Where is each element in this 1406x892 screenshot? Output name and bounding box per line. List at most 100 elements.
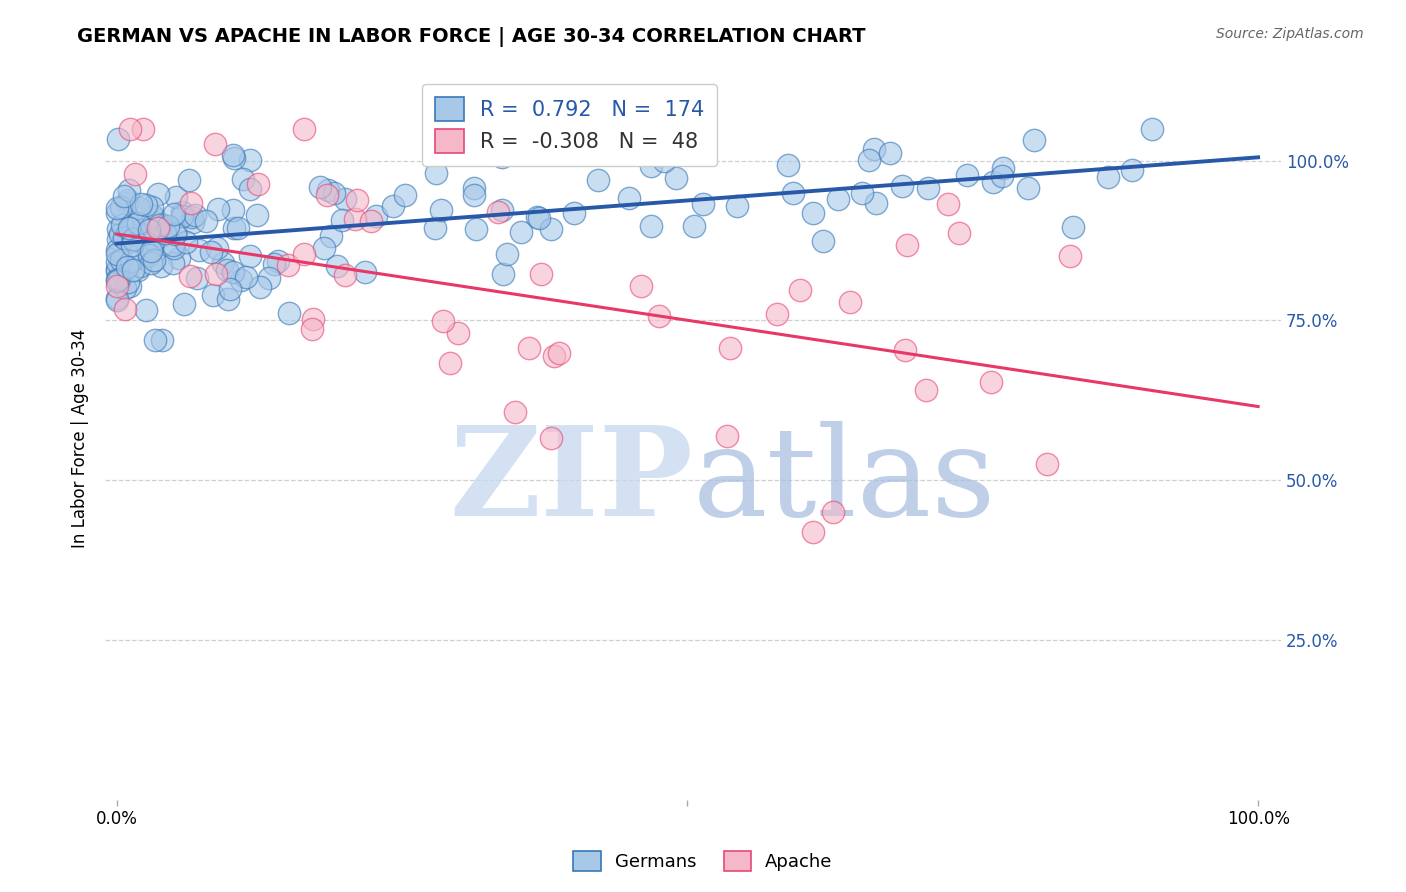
Point bbox=[142, 210, 165, 224]
Point bbox=[107, 262, 129, 277]
Point bbox=[277, 306, 299, 320]
Point bbox=[105, 243, 128, 257]
Point bbox=[335, 268, 357, 282]
Point bbox=[105, 263, 128, 277]
Point bbox=[246, 177, 269, 191]
Point bbox=[207, 202, 229, 216]
Point bbox=[277, 258, 299, 272]
Point bbox=[138, 223, 160, 237]
Point bbox=[205, 267, 228, 281]
Legend: Germans, Apache: Germans, Apache bbox=[567, 844, 839, 879]
Point bbox=[218, 282, 240, 296]
Point bbox=[640, 219, 662, 233]
Point bbox=[118, 220, 141, 235]
Point bbox=[153, 226, 176, 240]
Point bbox=[993, 161, 1015, 176]
Point bbox=[540, 221, 562, 235]
Point bbox=[865, 196, 887, 211]
Point bbox=[778, 158, 800, 172]
Point bbox=[105, 291, 128, 305]
Point bbox=[562, 206, 585, 220]
Point bbox=[302, 312, 325, 326]
Point bbox=[430, 203, 453, 218]
Point bbox=[107, 222, 129, 236]
Point bbox=[105, 293, 128, 307]
Point bbox=[896, 237, 918, 252]
Point bbox=[259, 271, 281, 285]
Point bbox=[263, 257, 285, 271]
Point bbox=[122, 262, 145, 277]
Point bbox=[132, 121, 155, 136]
Point bbox=[991, 169, 1014, 183]
Point bbox=[527, 211, 550, 226]
Point bbox=[139, 256, 162, 270]
Text: GERMAN VS APACHE IN LABOR FORCE | AGE 30-34 CORRELATION CHART: GERMAN VS APACHE IN LABOR FORCE | AGE 30… bbox=[77, 27, 866, 46]
Point bbox=[105, 246, 128, 260]
Point bbox=[664, 170, 686, 185]
Point bbox=[863, 142, 886, 156]
Point bbox=[1062, 220, 1084, 235]
Point bbox=[1036, 457, 1059, 471]
Point bbox=[321, 229, 343, 244]
Point bbox=[122, 235, 145, 249]
Point bbox=[239, 182, 262, 196]
Point bbox=[716, 428, 738, 442]
Point bbox=[149, 260, 172, 274]
Point bbox=[111, 218, 134, 232]
Point bbox=[360, 213, 382, 227]
Point bbox=[983, 175, 1005, 189]
Point bbox=[586, 173, 609, 187]
Point bbox=[105, 255, 128, 269]
Point bbox=[217, 293, 239, 307]
Point bbox=[108, 245, 131, 260]
Point bbox=[143, 233, 166, 247]
Point bbox=[630, 279, 652, 293]
Point bbox=[222, 151, 245, 165]
Point bbox=[165, 227, 187, 241]
Point bbox=[135, 198, 157, 212]
Point bbox=[530, 267, 553, 281]
Point bbox=[463, 187, 485, 202]
Point bbox=[692, 197, 714, 211]
Point bbox=[222, 147, 245, 161]
Point bbox=[118, 220, 141, 235]
Point bbox=[138, 248, 160, 262]
Point bbox=[915, 383, 938, 397]
Point bbox=[314, 240, 336, 254]
Point bbox=[364, 209, 387, 223]
Point bbox=[827, 192, 849, 206]
Point bbox=[491, 267, 513, 281]
Point bbox=[211, 256, 233, 270]
Point bbox=[1024, 132, 1046, 146]
Point bbox=[540, 431, 562, 445]
Point bbox=[354, 265, 377, 279]
Point bbox=[948, 226, 970, 240]
Point bbox=[239, 153, 262, 168]
Point bbox=[107, 132, 129, 146]
Point bbox=[486, 205, 509, 219]
Point bbox=[127, 263, 149, 277]
Point bbox=[163, 241, 186, 255]
Point bbox=[143, 333, 166, 347]
Point bbox=[105, 201, 128, 215]
Point bbox=[221, 203, 243, 218]
Point bbox=[382, 199, 405, 213]
Point bbox=[180, 195, 202, 210]
Text: atlas: atlas bbox=[693, 421, 997, 542]
Point bbox=[1059, 250, 1081, 264]
Point bbox=[249, 280, 271, 294]
Point bbox=[108, 227, 131, 241]
Point bbox=[858, 153, 880, 168]
Point bbox=[112, 189, 135, 203]
Point bbox=[301, 322, 323, 336]
Point bbox=[181, 215, 204, 229]
Point bbox=[648, 309, 671, 323]
Point bbox=[110, 252, 132, 267]
Point bbox=[330, 213, 353, 227]
Point bbox=[205, 241, 228, 255]
Point bbox=[344, 212, 367, 227]
Point bbox=[801, 205, 824, 219]
Point bbox=[394, 188, 416, 202]
Y-axis label: In Labor Force | Age 30-34: In Labor Force | Age 30-34 bbox=[72, 329, 89, 548]
Point bbox=[135, 302, 157, 317]
